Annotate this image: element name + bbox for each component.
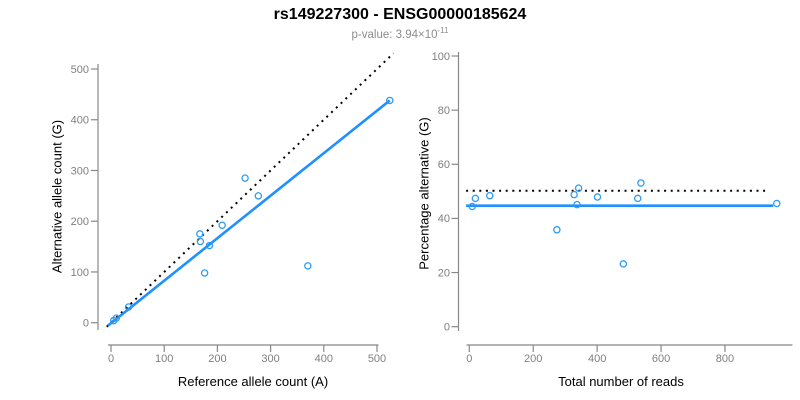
right-x-axis-title: Total number of reads: [558, 374, 684, 389]
y-tick-label: 40: [438, 213, 450, 225]
y-tick-label: 400: [71, 115, 89, 127]
y-tick-label: 100: [432, 51, 450, 63]
x-tick-label: 200: [524, 353, 542, 365]
data-point: [574, 184, 583, 192]
data-point: [570, 190, 578, 199]
data-point: [112, 314, 121, 322]
x-tick-label: 100: [155, 353, 173, 365]
x-tick-label: 0: [466, 353, 472, 365]
data-point: [304, 262, 312, 270]
data-point: [200, 269, 209, 277]
y-tick-label: 300: [71, 165, 89, 177]
data-point: [386, 96, 394, 105]
data-point: [619, 260, 628, 268]
y-tick-label: 80: [438, 105, 450, 117]
p-value-text: p-value: 3.94×10: [351, 28, 438, 41]
x-tick-label: 400: [588, 353, 606, 365]
data-point: [241, 174, 249, 182]
right-y-axis-title: Percentage alternative (G): [416, 117, 432, 270]
x-tick-label: 500: [368, 353, 386, 365]
p-value-exponent: -11: [437, 26, 449, 35]
data-point: [196, 230, 204, 238]
data-point: [218, 221, 226, 230]
data-point: [593, 193, 602, 201]
x-tick-label: 800: [716, 353, 734, 365]
regression-fit-line: [106, 99, 391, 327]
y-tick-label: 200: [71, 216, 89, 228]
data-point: [254, 192, 263, 200]
left-x-axis-title: Reference allele count (A): [177, 374, 329, 389]
data-point: [553, 226, 561, 234]
data-point: [486, 191, 494, 200]
data-point: [468, 202, 476, 211]
x-tick-label: 300: [261, 353, 279, 365]
y-tick-label: 60: [438, 159, 450, 171]
data-point: [205, 241, 214, 250]
x-tick-label: 600: [652, 353, 670, 365]
data-point: [633, 194, 642, 203]
x-tick-label: 400: [315, 353, 333, 365]
data-point: [196, 237, 205, 246]
plot-subtitle: p-value: 3.94×10-11: [0, 26, 800, 41]
left-y-axis-title: Alternative allele count (G): [49, 119, 65, 274]
data-point: [637, 179, 645, 187]
data-point: [773, 199, 781, 208]
data-point: [124, 303, 133, 311]
x-tick-label: 200: [208, 353, 226, 365]
y-tick-label: 20: [438, 267, 450, 279]
y-tick-label: 0: [444, 322, 450, 334]
plot-title: rs149227300 - ENSG00000185624: [273, 6, 527, 23]
data-point: [471, 194, 480, 203]
identity-dotted-line: [106, 52, 395, 328]
x-tick-label: 0: [108, 353, 114, 365]
y-tick-label: 100: [71, 267, 89, 279]
data-point: [573, 200, 581, 209]
y-tick-label: 0: [83, 318, 89, 330]
y-tick-label: 500: [71, 64, 89, 76]
